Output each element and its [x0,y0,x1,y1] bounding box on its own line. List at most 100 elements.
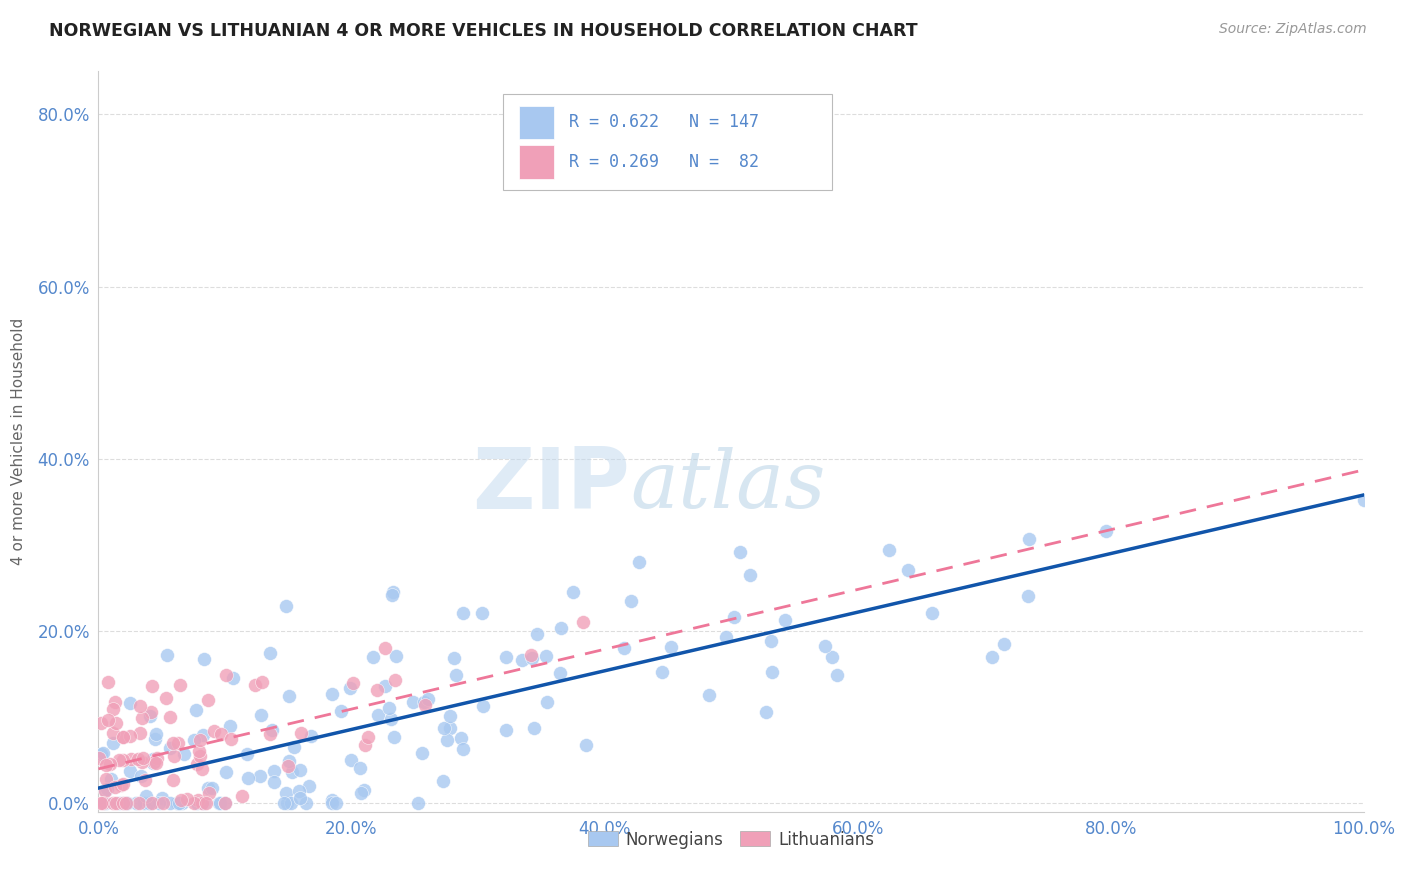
Lithuanians [290,725,312,739]
Lithuanians [97,713,120,727]
Lithuanians [104,715,127,730]
Lithuanians [245,678,267,692]
Norwegians [350,786,373,800]
Norwegians [274,787,297,801]
Lithuanians [112,730,135,744]
Norwegians [755,705,778,719]
Lithuanians [143,756,166,770]
Norwegians [118,764,141,778]
Lithuanians [198,786,221,800]
Norwegians [433,721,456,735]
Norwegians [280,765,302,780]
Norwegians [439,708,461,723]
Lithuanians [183,796,205,810]
Norwegians [432,773,454,788]
Norwegians [993,637,1015,651]
Norwegians [273,796,295,810]
Norwegians [222,671,245,685]
Lithuanians [90,796,112,810]
Lithuanians [98,757,121,772]
Norwegians [115,796,138,810]
Y-axis label: 4 or more Vehicles in Household: 4 or more Vehicles in Household [11,318,27,566]
Text: R = 0.622   N = 147: R = 0.622 N = 147 [569,112,759,131]
Norwegians [562,584,585,599]
Lithuanians [120,752,142,766]
Lithuanians [209,727,232,741]
Norwegians [283,740,305,755]
Lithuanians [520,648,543,662]
Norwegians [1018,533,1040,547]
Lithuanians [131,711,153,725]
Norwegians [277,690,299,704]
Norwegians [125,796,148,810]
Lithuanians [91,796,114,810]
Norwegians [377,701,399,715]
Lithuanians [342,676,364,690]
Norwegians [131,769,153,783]
Lithuanians [94,772,117,786]
Norwegians [367,707,389,722]
Lithuanians [115,796,138,810]
Lithuanians [94,758,117,772]
Norwegians [439,722,461,736]
Lithuanians [101,726,124,740]
Norwegians [159,796,181,810]
Norwegians [135,789,157,803]
Norwegians [446,668,468,682]
Norwegians [290,790,312,805]
Lithuanians [128,726,150,740]
Norwegians [118,696,141,710]
Norwegians [495,650,517,665]
Lithuanians [219,731,242,746]
Lithuanians [118,729,141,743]
Norwegians [981,650,1004,665]
Lithuanians [187,792,209,806]
Norwegians [169,796,191,810]
Norwegians [321,792,343,806]
Norwegians [628,555,651,569]
Lithuanians [413,698,436,713]
Norwegians [418,692,440,706]
Norwegians [321,796,343,810]
Lithuanians [202,723,225,738]
Norwegians [651,665,673,679]
Lithuanians [111,796,134,810]
Norwegians [321,688,343,702]
Norwegians [263,764,285,778]
Norwegians [1353,492,1375,507]
Norwegians [298,779,321,793]
Norwegians [411,747,433,761]
Lithuanians [163,748,186,763]
Lithuanians [162,736,184,750]
Norwegians [142,752,165,766]
Lithuanians [195,796,218,810]
Lithuanians [104,780,127,794]
Norwegians [738,568,761,582]
Norwegians [249,769,271,783]
Lithuanians [159,710,181,724]
Norwegians [142,756,165,770]
Norwegians [495,723,517,737]
Norwegians [263,775,285,789]
Legend: Norwegians, Lithuanians: Norwegians, Lithuanians [581,824,882,855]
Lithuanians [134,773,156,788]
Norwegians [330,705,353,719]
Norwegians [380,712,402,726]
Norwegians [138,796,160,810]
Lithuanians [129,699,152,714]
Norwegians [156,648,179,662]
Norwegians [193,796,215,810]
Norwegians [276,796,298,810]
Norwegians [520,651,543,665]
Norwegians [214,796,236,810]
Norwegians [523,722,546,736]
Lithuanians [141,796,163,810]
Norwegians [277,754,299,768]
Norwegians [250,708,273,723]
Lithuanians [131,751,153,765]
Norwegians [236,747,259,761]
Text: atlas: atlas [630,447,825,524]
Norwegians [1095,524,1118,538]
Norwegians [94,796,117,810]
Norwegians [406,796,429,810]
